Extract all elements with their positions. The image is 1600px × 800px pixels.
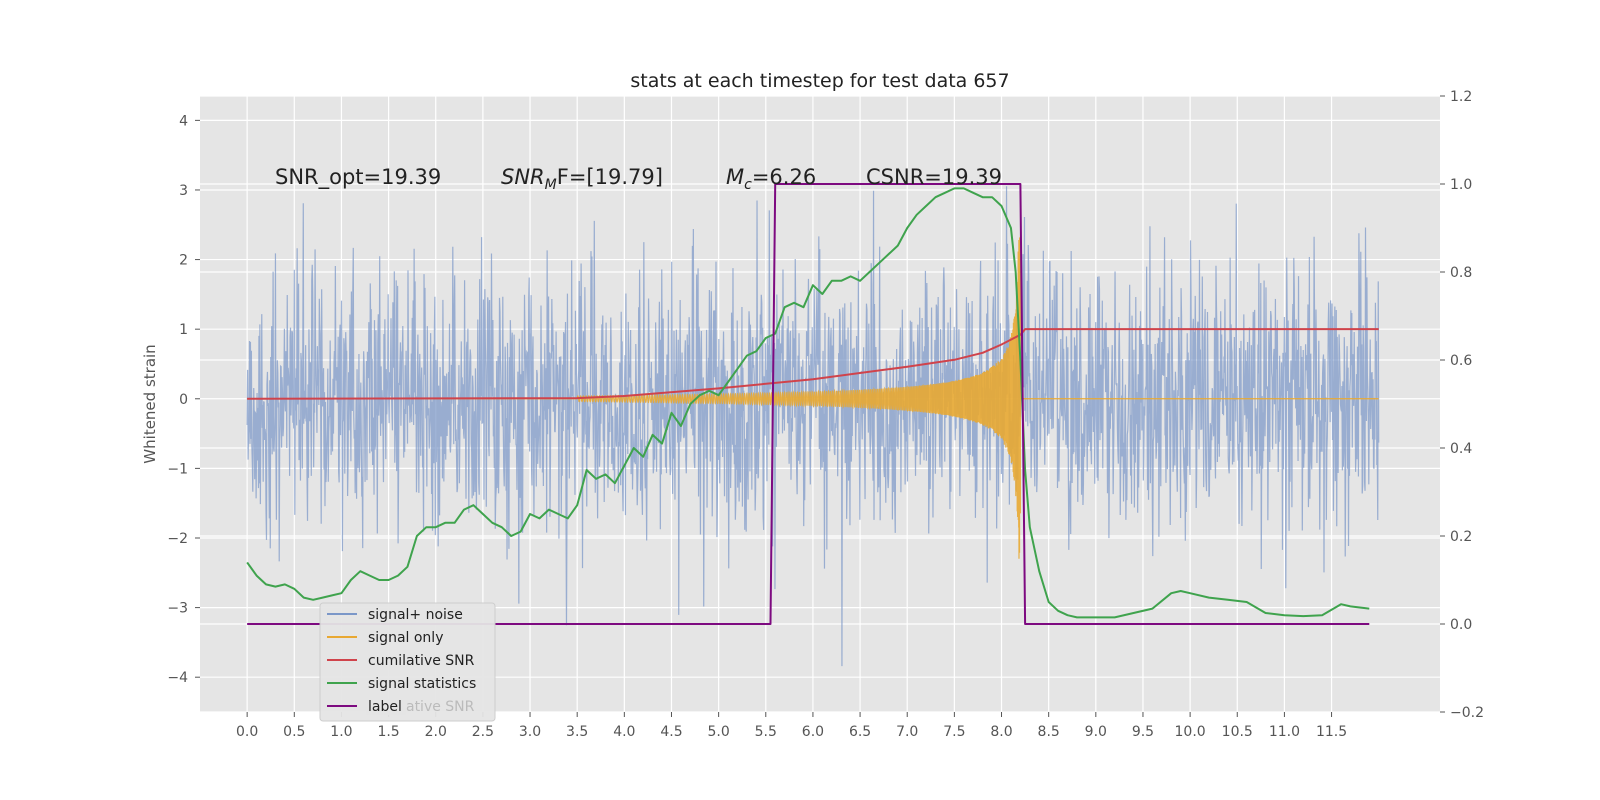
- x-tick-label: 0.5: [283, 724, 305, 740]
- x-tick-label: 2.5: [472, 724, 494, 740]
- x-tick-label: 8.0: [990, 724, 1012, 740]
- annotation-snr-opt: SNR_opt=19.39: [275, 165, 441, 190]
- legend-label-label: label: [368, 699, 402, 715]
- y-right-tick-label: 1.2: [1450, 89, 1472, 105]
- y-axis-label: Whitened strain: [141, 344, 159, 463]
- x-tick-label: 5.5: [755, 724, 777, 740]
- y-right-tick-label: 0.4: [1450, 441, 1472, 457]
- x-tick-label: 6.0: [802, 724, 824, 740]
- y-right-tick-label: 1.0: [1450, 177, 1472, 193]
- y-left-tick-label: 4: [179, 113, 188, 129]
- x-axis: 0.0 0.5 1.0 1.5 2.0 2.5 3.0 3.5 4.0 4.5 5.0 5.5 6.0 6…: [236, 712, 1347, 740]
- y-left-tick-label: −2: [167, 531, 188, 547]
- x-tick-label: 10.5: [1222, 724, 1253, 740]
- y-left-tick-label: 1: [179, 322, 188, 338]
- x-tick-label: 9.5: [1132, 724, 1154, 740]
- x-tick-label: 5.0: [707, 724, 729, 740]
- y-left-tick-label: 2: [179, 253, 188, 269]
- y-right-tick-label: 0.2: [1450, 529, 1472, 545]
- legend-box: [319, 602, 496, 722]
- right-axis: −0.2 0.0 0.2 0.4 0.6 0.8 1.0 1.2: [1440, 89, 1484, 721]
- legend-label-noise: signal+ noise: [368, 607, 463, 623]
- y-right-tick-label: 0.6: [1450, 353, 1472, 369]
- y-left-tick-label: 0: [179, 392, 188, 408]
- x-tick-label: 11.0: [1269, 724, 1300, 740]
- legend: cumilative SNR signal+ noise signal only…: [319, 602, 496, 722]
- legend-label-csnr: cumilative SNR: [368, 653, 475, 669]
- annotation-mc: Mc=6.26: [726, 165, 816, 193]
- x-tick-label: 6.5: [849, 724, 871, 740]
- x-tick-label: 7.5: [943, 724, 965, 740]
- x-tick-label: 8.5: [1038, 724, 1060, 740]
- y-right-tick-label: 0.8: [1450, 265, 1472, 281]
- annotation-csnr: CSNR=19.39: [866, 165, 1002, 189]
- x-tick-label: 2.0: [425, 724, 447, 740]
- x-tick-label: 3.5: [566, 724, 588, 740]
- chart-title: stats at each timestep for test data 657: [630, 70, 1009, 92]
- x-tick-label: 7.0: [896, 724, 918, 740]
- y-right-tick-label: 0.0: [1450, 617, 1472, 633]
- series-signal-statistics: [246, 187, 1370, 619]
- left-axis: −4 −3 −2 −1 0 1 2 3 4: [167, 113, 200, 686]
- annotation-snr-mf: SNRMF=[19.79]: [501, 165, 663, 193]
- legend-label-signal: signal only: [368, 630, 443, 646]
- y-right-tick-label: −0.2: [1450, 705, 1484, 721]
- x-tick-label: 1.5: [377, 724, 399, 740]
- y-left-tick-label: −3: [167, 601, 188, 617]
- x-tick-label: 4.5: [660, 724, 682, 740]
- y-left-tick-label: −1: [167, 461, 188, 477]
- x-tick-label: 1.0: [330, 724, 352, 740]
- x-tick-label: 4.0: [613, 724, 635, 740]
- x-tick-label: 9.0: [1085, 724, 1107, 740]
- y-left-tick-label: 3: [179, 183, 188, 199]
- series-label: [247, 183, 1370, 625]
- series-signal-only: [576, 236, 1021, 559]
- x-tick-label: 3.0: [519, 724, 541, 740]
- legend-label-stat: signal statistics: [368, 676, 476, 692]
- series-noise: [246, 186, 1380, 667]
- x-tick-label: 0.0: [236, 724, 258, 740]
- x-tick-label: 11.5: [1316, 724, 1347, 740]
- y-left-tick-label: −4: [167, 670, 188, 686]
- x-tick-label: 10.0: [1175, 724, 1206, 740]
